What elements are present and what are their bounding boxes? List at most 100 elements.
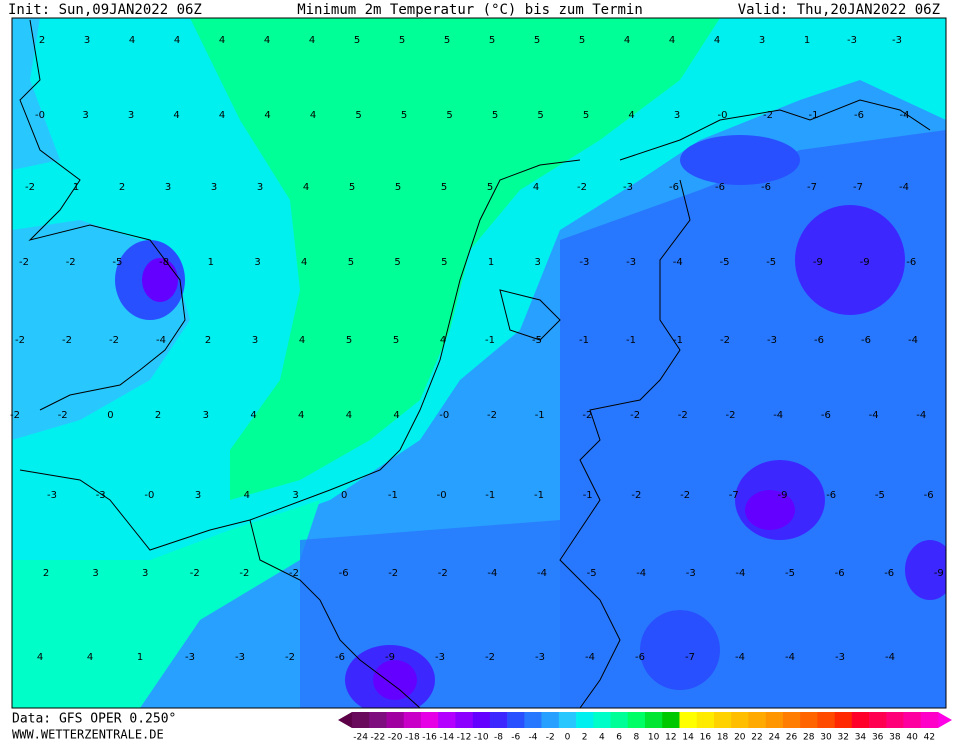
temperature-label: -5: [720, 257, 730, 268]
colorbar-tick-label: 24: [769, 733, 781, 743]
temperature-label: -2: [66, 257, 76, 268]
temperature-label: 4: [219, 110, 225, 121]
temperature-label: 5: [355, 110, 361, 121]
temperature-label: -6: [335, 652, 345, 663]
temperature-label: -1: [388, 490, 398, 501]
colorbar-swatch: [352, 712, 370, 728]
temperature-label: -7: [729, 490, 739, 501]
colorbar: -24 -22 -20 -18 -16 -14 -12 -10 -8 -6 -4 -2 0 2 4 6 8 10 1…: [338, 712, 952, 743]
temperature-label: -2: [763, 110, 773, 121]
temperature-label: -4: [537, 568, 547, 579]
colorbar-tick-label: 14: [682, 733, 694, 743]
temperature-label: -5: [112, 257, 122, 268]
green-area: [190, 18, 720, 500]
temperature-label: 1: [208, 257, 214, 268]
temperature-label: 4: [219, 35, 225, 46]
colorbar-swatch: [920, 712, 939, 728]
temperature-label: -3: [235, 652, 245, 663]
temperature-label: 4: [714, 35, 720, 46]
temperature-label: -2: [577, 182, 587, 193]
temperature-label: 4: [303, 182, 309, 193]
temperature-label: 4: [628, 110, 634, 121]
temperature-label: -3: [835, 652, 845, 663]
temperature-label: 5: [579, 35, 585, 46]
colorbar-swatch: [748, 712, 766, 728]
temperature-label: -5: [532, 335, 542, 346]
temperature-label: -2: [630, 410, 640, 421]
temperature-label: -1: [535, 410, 545, 421]
colorbar-tick-label: -18: [405, 733, 420, 743]
colorbar-tick-label: 28: [803, 733, 815, 743]
init-time: Init: Sun,09JAN2022 06Z: [8, 2, 202, 18]
temperature-label: -5: [785, 568, 795, 579]
temperature-label: 4: [264, 35, 270, 46]
temperature-label: -2: [726, 410, 736, 421]
temperature-label: -2: [680, 490, 690, 501]
colorbar-swatch: [765, 712, 784, 728]
temperature-label: -6: [924, 490, 934, 501]
temperature-label: -4: [900, 110, 910, 121]
colorbar-swatch: [576, 712, 594, 728]
temperature-label: -2: [485, 652, 495, 663]
temperature-label: -6: [814, 335, 824, 346]
temperature-label: -6: [821, 410, 831, 421]
temperature-label: -2: [487, 410, 497, 421]
temperature-label: -1: [809, 110, 819, 121]
temperature-label: -6: [761, 182, 771, 193]
temperature-label: 4: [244, 490, 250, 501]
colorbar-swatch: [438, 712, 456, 728]
temperature-label: 2: [39, 35, 45, 46]
temperature-label: 3: [142, 568, 148, 579]
temperature-label: 0: [107, 410, 113, 421]
temperature-label: 4: [310, 110, 316, 121]
temperature-label: 4: [87, 652, 93, 663]
temperature-label: -6: [669, 182, 679, 193]
temperature-label: -3: [892, 35, 902, 46]
temperature-label: 2: [43, 568, 49, 579]
temperature-label: -4: [899, 182, 909, 193]
temperature-label: 2: [205, 335, 211, 346]
cold-spot: [905, 540, 946, 600]
colorbar-swatch: [541, 712, 560, 728]
colorbar-swatch: [782, 712, 801, 728]
temperature-label: 3: [759, 35, 765, 46]
temperature-label: -2: [239, 568, 249, 579]
temperature-label: -5: [875, 490, 885, 501]
temperature-label: -2: [58, 410, 68, 421]
colorbar-swatch: [731, 712, 749, 728]
temperature-label: -3: [96, 490, 106, 501]
colorbar-tick-label: 4: [599, 733, 605, 743]
temperature-label: 4: [174, 35, 180, 46]
coastline: [19, 159, 581, 551]
temperature-label: -3: [626, 257, 636, 268]
colorbar-tick-label: -20: [388, 733, 403, 743]
temperature-label: 4: [301, 257, 307, 268]
temperature-label: -2: [582, 410, 592, 421]
temperature-label: 3: [211, 182, 217, 193]
temperature-label: -1: [485, 490, 495, 501]
temperature-label: 5: [354, 35, 360, 46]
temperature-label: -1: [579, 335, 589, 346]
temperature-label: -4: [773, 410, 783, 421]
temperature-label: -3: [767, 335, 777, 346]
temperature-label: 3: [92, 568, 98, 579]
colorbar-tick-label: -4: [528, 733, 537, 743]
temperature-label: 4: [264, 110, 270, 121]
colorbar-swatch: [420, 712, 439, 728]
temperature-label: 4: [533, 182, 539, 193]
temperature-label: -0: [439, 410, 449, 421]
coastline: [19, 19, 186, 411]
temperature-label: -6: [715, 182, 725, 193]
coastline: [619, 99, 931, 161]
temperature-label: -4: [869, 410, 879, 421]
temperature-label: -9: [778, 490, 788, 501]
colorbar-tick-label: 8: [634, 733, 640, 743]
colorbar-swatch: [593, 712, 611, 728]
colorbar-swatch: [869, 712, 887, 728]
temperature-label: -6: [906, 257, 916, 268]
temperature-label: 5: [349, 182, 355, 193]
colorbar-arrow-high: [938, 712, 952, 728]
temperature-label: 5: [393, 335, 399, 346]
temperature-label: -9: [385, 652, 395, 663]
